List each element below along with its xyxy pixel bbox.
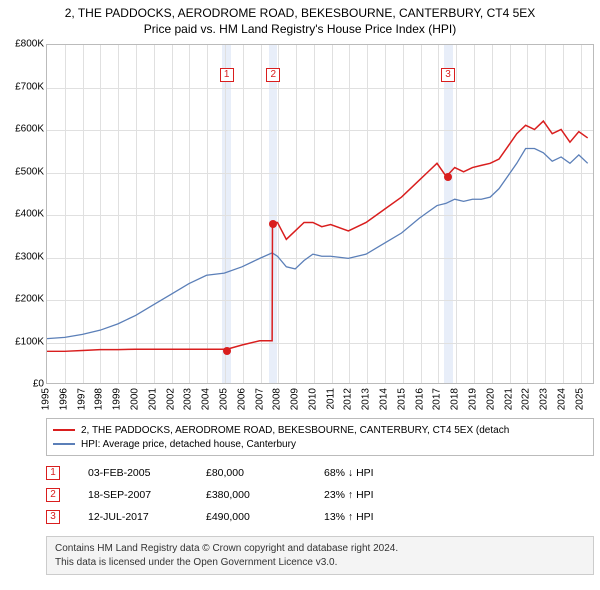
xtick-label: 2015 (396, 388, 407, 410)
chart-marker-box: 1 (220, 68, 234, 82)
xtick-label: 2011 (325, 388, 336, 410)
legend-label: 2, THE PADDOCKS, AERODROME ROAD, BEKESBO… (81, 425, 509, 436)
event-delta: 23% ↑ HPI (324, 489, 374, 501)
events-table: 1 03-FEB-2005 £80,000 68% ↓ HPI 2 18-SEP-2007… (46, 462, 594, 528)
xtick-label: 2018 (450, 388, 461, 410)
xtick-label: 2001 (147, 388, 158, 410)
sale-point (223, 347, 231, 355)
xtick-label: 2007 (254, 388, 265, 410)
series-line-property (47, 121, 588, 351)
xtick-label: 2023 (539, 388, 550, 410)
event-row: 1 03-FEB-2005 £80,000 68% ↓ HPI (46, 462, 594, 484)
sale-point (444, 173, 452, 181)
xtick-label: 2006 (236, 388, 247, 410)
xtick-label: 2004 (201, 388, 212, 410)
event-delta: 13% ↑ HPI (324, 511, 374, 523)
xtick-label: 2012 (343, 388, 354, 410)
ytick-label: £700K (2, 81, 44, 92)
ytick-label: £0 (2, 379, 44, 390)
legend-swatch (53, 429, 75, 431)
xtick-label: 2010 (307, 388, 318, 410)
ytick-label: £800K (2, 39, 44, 50)
ytick-label: £300K (2, 251, 44, 262)
xtick-label: 2025 (574, 388, 585, 410)
xtick-label: 2022 (521, 388, 532, 410)
legend: 2, THE PADDOCKS, AERODROME ROAD, BEKESBO… (46, 418, 594, 456)
legend-label: HPI: Average price, detached house, Cant… (81, 439, 296, 450)
event-date: 12-JUL-2017 (88, 511, 178, 523)
ytick-label: £500K (2, 166, 44, 177)
title-block: 2, THE PADDOCKS, AERODROME ROAD, BEKESBO… (0, 0, 600, 38)
series-line-hpi (47, 149, 588, 339)
event-row: 3 12-JUL-2017 £490,000 13% ↑ HPI (46, 506, 594, 528)
xtick-label: 2014 (379, 388, 390, 410)
line-svg (47, 45, 593, 383)
chart-marker-box: 3 (441, 68, 455, 82)
xtick-label: 2008 (272, 388, 283, 410)
xtick-label: 2002 (165, 388, 176, 410)
footer-line-2: This data is licensed under the Open Gov… (55, 556, 585, 570)
xtick-label: 2020 (485, 388, 496, 410)
event-marker-box: 3 (46, 510, 60, 524)
xtick-label: 2021 (503, 388, 514, 410)
legend-row: HPI: Average price, detached house, Cant… (53, 437, 587, 451)
legend-swatch (53, 443, 75, 445)
xtick-label: 1996 (58, 388, 69, 410)
xtick-label: 2019 (468, 388, 479, 410)
event-marker-box: 1 (46, 466, 60, 480)
xtick-label: 1999 (112, 388, 123, 410)
xtick-label: 2000 (129, 388, 140, 410)
attribution-footer: Contains HM Land Registry data © Crown c… (46, 536, 594, 575)
title-subtitle: Price paid vs. HM Land Registry's House … (10, 22, 590, 36)
xtick-label: 2017 (432, 388, 443, 410)
event-price: £80,000 (206, 467, 296, 479)
event-date: 03-FEB-2005 (88, 467, 178, 479)
chart-marker-box: 2 (266, 68, 280, 82)
xtick-label: 2005 (218, 388, 229, 410)
plot-area: 1 2 3 (46, 44, 594, 384)
xtick-label: 1997 (76, 388, 87, 410)
xtick-label: 1998 (94, 388, 105, 410)
chart-container: 2, THE PADDOCKS, AERODROME ROAD, BEKESBO… (0, 0, 600, 590)
event-row: 2 18-SEP-2007 £380,000 23% ↑ HPI (46, 484, 594, 506)
xtick-label: 2003 (183, 388, 194, 410)
ytick-label: £200K (2, 294, 44, 305)
sale-point (269, 220, 277, 228)
event-price: £490,000 (206, 511, 296, 523)
ytick-label: £100K (2, 336, 44, 347)
title-address: 2, THE PADDOCKS, AERODROME ROAD, BEKESBO… (10, 6, 590, 20)
xtick-label: 2009 (290, 388, 301, 410)
ytick-label: £600K (2, 124, 44, 135)
footer-line-1: Contains HM Land Registry data © Crown c… (55, 542, 585, 556)
xtick-label: 2024 (556, 388, 567, 410)
xtick-label: 2013 (361, 388, 372, 410)
event-marker-box: 2 (46, 488, 60, 502)
event-price: £380,000 (206, 489, 296, 501)
legend-row: 2, THE PADDOCKS, AERODROME ROAD, BEKESBO… (53, 423, 587, 437)
event-date: 18-SEP-2007 (88, 489, 178, 501)
event-delta: 68% ↓ HPI (324, 467, 374, 479)
xtick-label: 2016 (414, 388, 425, 410)
xtick-label: 1995 (41, 388, 52, 410)
ytick-label: £400K (2, 209, 44, 220)
